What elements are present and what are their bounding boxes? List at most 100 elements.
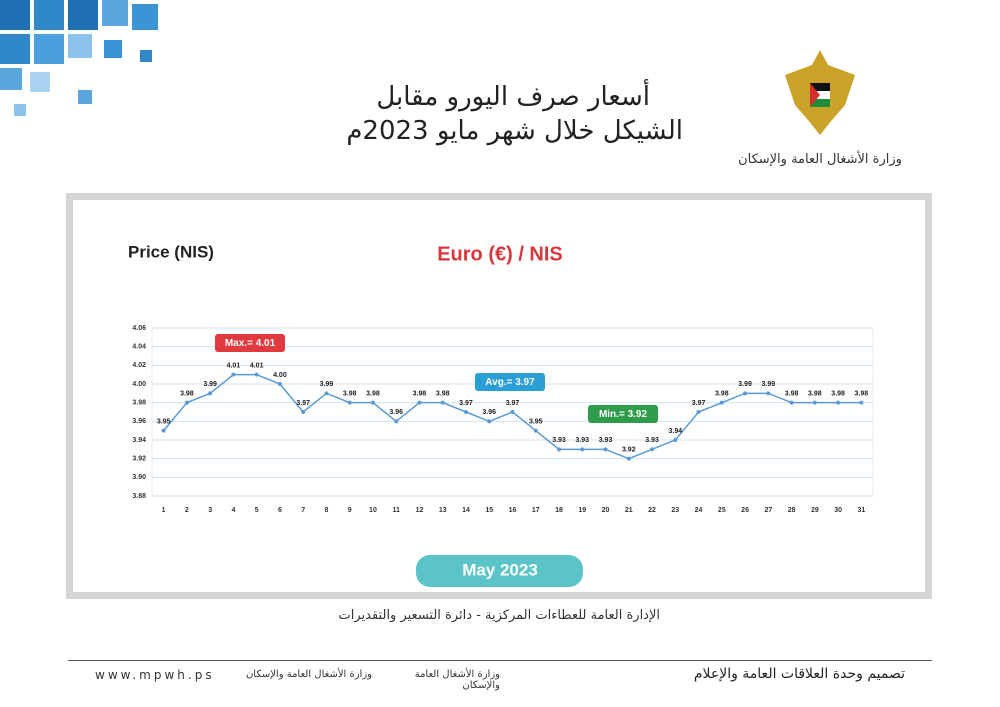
annotation: Min.= 3.92	[599, 409, 648, 420]
point	[510, 410, 515, 414]
title-line: أسعار صرف اليورو مقابل	[376, 82, 650, 112]
data-label: 3.97	[692, 400, 706, 407]
data-label: 4.00	[273, 372, 287, 379]
data-label: 3.98	[855, 391, 869, 398]
x-tick-label: 11	[393, 507, 401, 514]
point	[859, 400, 864, 405]
x-tick-label: 22	[648, 507, 656, 514]
point	[789, 400, 794, 405]
data-label: 3.93	[552, 437, 566, 444]
annotation: Avg.= 3.97	[485, 377, 535, 388]
data-label: 3.95	[529, 419, 543, 426]
point	[440, 400, 445, 405]
data-label: 3.97	[296, 400, 310, 407]
y-axis-label: Price (NIS)	[128, 242, 214, 261]
x-tick-label: 29	[811, 507, 819, 514]
x-tick-label: 5	[255, 507, 259, 514]
x-tick-label: 2	[185, 507, 189, 514]
divider	[68, 660, 932, 661]
x-tick-label: 23	[671, 507, 679, 514]
point	[394, 419, 399, 424]
x-tick-label: 26	[741, 507, 749, 514]
point	[417, 400, 422, 405]
x-tick-label: 13	[439, 507, 447, 514]
y-tick-label: 3.94	[132, 437, 146, 444]
social-link[interactable]: وزارة الأشغال العامة والإسكان	[245, 669, 372, 680]
x-axis-label: May 2023	[462, 560, 538, 579]
point	[487, 419, 492, 424]
point	[673, 438, 678, 442]
x-tick-label: 17	[532, 507, 540, 514]
data-label: 3.98	[831, 391, 845, 398]
point	[812, 400, 817, 405]
y-tick-label: 3.88	[132, 493, 146, 500]
x-tick-label: 6	[278, 507, 282, 514]
point	[324, 391, 329, 396]
website[interactable]: www.mpwh.ps	[95, 668, 215, 682]
chart-title: Euro (€) / NIS	[437, 243, 563, 265]
point	[184, 400, 189, 405]
annotation-box	[588, 405, 658, 423]
x-tick-label: 15	[485, 507, 493, 514]
data-label: 3.94	[668, 428, 682, 435]
x-tick-label: 7	[301, 507, 305, 514]
y-tick-label: 3.96	[132, 418, 146, 425]
data-label: 3.98	[715, 391, 729, 398]
x-tick-label: 10	[369, 507, 377, 514]
x-tick-label: 8	[324, 507, 328, 514]
x-tick-label: 14	[462, 507, 470, 514]
social-link[interactable]: وزارة الأشغال العامة والإسكان	[414, 669, 500, 691]
point	[766, 391, 771, 396]
point	[161, 428, 166, 433]
point	[580, 447, 585, 452]
x-tick-label: 25	[718, 507, 726, 514]
x-tick-label: 12	[416, 507, 424, 514]
point	[743, 391, 748, 396]
x-tick-label: 24	[695, 507, 703, 514]
decoration	[0, 0, 158, 116]
data-label: 3.98	[808, 391, 822, 398]
point	[463, 410, 468, 414]
annotation-box	[475, 373, 545, 391]
data-label: 3.98	[436, 391, 450, 398]
point	[650, 447, 655, 452]
source-note: الإدارة العامة للعطاءات المركزية - دائرة…	[338, 608, 660, 623]
emblem	[785, 50, 855, 135]
y-tick-label: 4.02	[132, 362, 146, 369]
x-tick-label: 27	[764, 507, 772, 514]
x-label-pill	[416, 555, 583, 587]
x-tick-label: 9	[348, 507, 352, 514]
y-tick-label: 3.92	[132, 456, 146, 463]
data-label: 3.95	[157, 419, 171, 426]
data-label: 4.01	[227, 363, 241, 370]
data-label: 3.98	[785, 391, 799, 398]
data-label: 3.93	[645, 437, 659, 444]
x-tick-label: 30	[834, 507, 842, 514]
y-tick-label: 3.98	[132, 400, 146, 407]
chart: Price (NIS) Euro (€) / NIS May 2023 3.88…	[128, 242, 874, 587]
data-label: 3.92	[622, 447, 636, 454]
x-tick-label: 28	[788, 507, 796, 514]
x-tick-label: 21	[625, 507, 633, 514]
x-tick-label: 31	[857, 507, 865, 514]
point	[208, 391, 213, 396]
x-tick-label: 20	[602, 507, 610, 514]
point	[836, 400, 841, 405]
annotation: Max.= 4.01	[225, 338, 276, 349]
data-label: 3.98	[343, 391, 357, 398]
data-label: 3.93	[575, 437, 589, 444]
annotation-box	[215, 334, 285, 352]
data-label: 3.98	[366, 391, 380, 398]
data-label: 3.99	[320, 381, 334, 388]
point	[254, 372, 259, 377]
title-line: الشيكل خلال شهر مايو 2023م	[346, 116, 683, 146]
data-label: 3.97	[506, 400, 520, 407]
point	[719, 400, 724, 405]
point	[626, 456, 631, 461]
x-tick-label: 3	[208, 507, 212, 514]
point	[696, 410, 701, 414]
x-tick-label: 19	[578, 507, 586, 514]
point	[277, 382, 282, 386]
data-label: 3.99	[762, 381, 776, 388]
data-label: 3.99	[738, 381, 752, 388]
